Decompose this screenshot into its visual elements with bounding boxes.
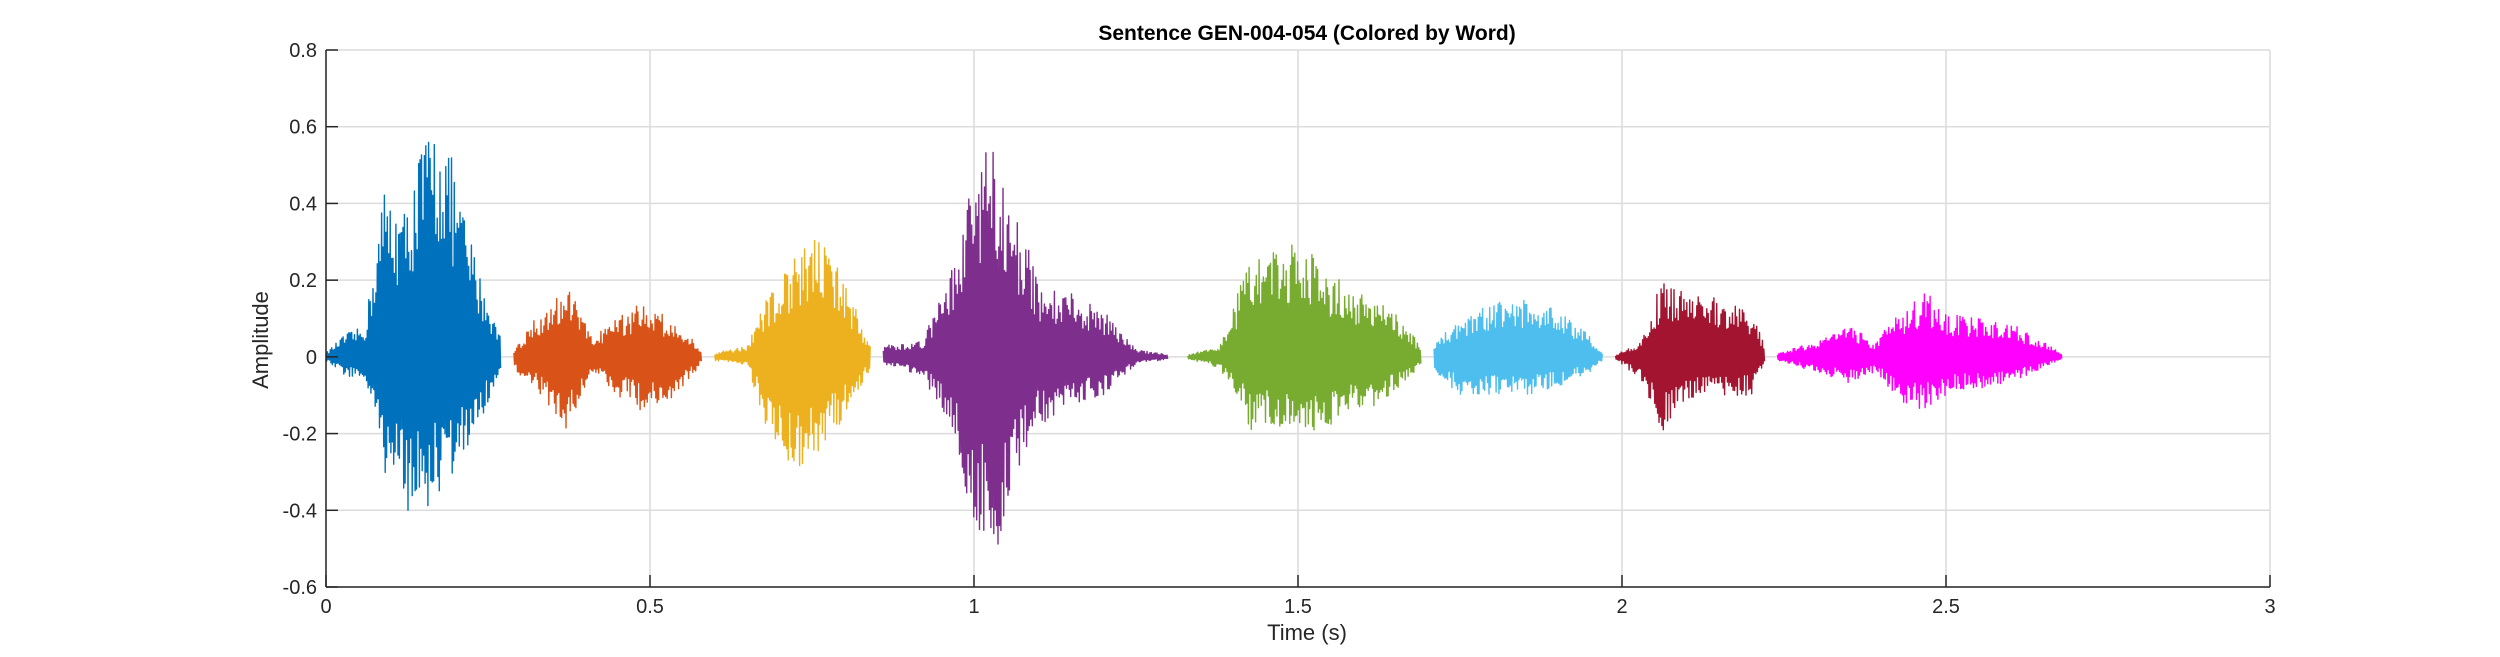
word-waveform-5 <box>1187 244 1422 431</box>
word-waveform-3 <box>714 239 871 467</box>
x-axis-ticks: 0 0.5 1 1.5 2 2.5 3 <box>320 575 2276 618</box>
word-waveform-7 <box>1614 283 1766 431</box>
word-waveform-6 <box>1433 299 1603 395</box>
chart-title: Sentence GEN-004-054 (Colored by Word) <box>1098 22 1515 45</box>
word-waveforms <box>325 141 2063 545</box>
y-tick-label: 0.6 <box>289 117 317 139</box>
word-waveform-4 <box>882 151 1169 545</box>
word-waveform-2 <box>513 291 703 429</box>
y-axis-ticks: -0.6 -0.4 -0.2 0 0.2 0.4 0.6 0.8 <box>283 40 338 599</box>
y-tick-label: 0.4 <box>289 193 317 215</box>
y-tick-label: 0 <box>306 347 317 369</box>
x-tick-label: 0.5 <box>636 596 664 618</box>
x-tick-label: 3 <box>2264 596 2275 618</box>
word-waveform-1 <box>325 141 502 511</box>
x-tick-label: 0 <box>320 596 331 618</box>
x-tick-label: 1.5 <box>1284 596 1312 618</box>
y-tick-label: -0.2 <box>283 424 317 446</box>
x-tick-label: 1 <box>968 596 979 618</box>
y-tick-label: 0.2 <box>289 270 317 292</box>
y-tick-label: -0.4 <box>283 500 317 522</box>
y-axis-label: Amplitude <box>248 291 273 389</box>
word-waveform-8 <box>1776 293 2063 409</box>
x-tick-label: 2 <box>1616 596 1627 618</box>
y-tick-label: -0.6 <box>283 577 317 599</box>
x-tick-label: 2.5 <box>1932 596 1960 618</box>
y-tick-label: 0.8 <box>289 40 317 62</box>
x-axis-label: Time (s) <box>1267 620 1347 645</box>
